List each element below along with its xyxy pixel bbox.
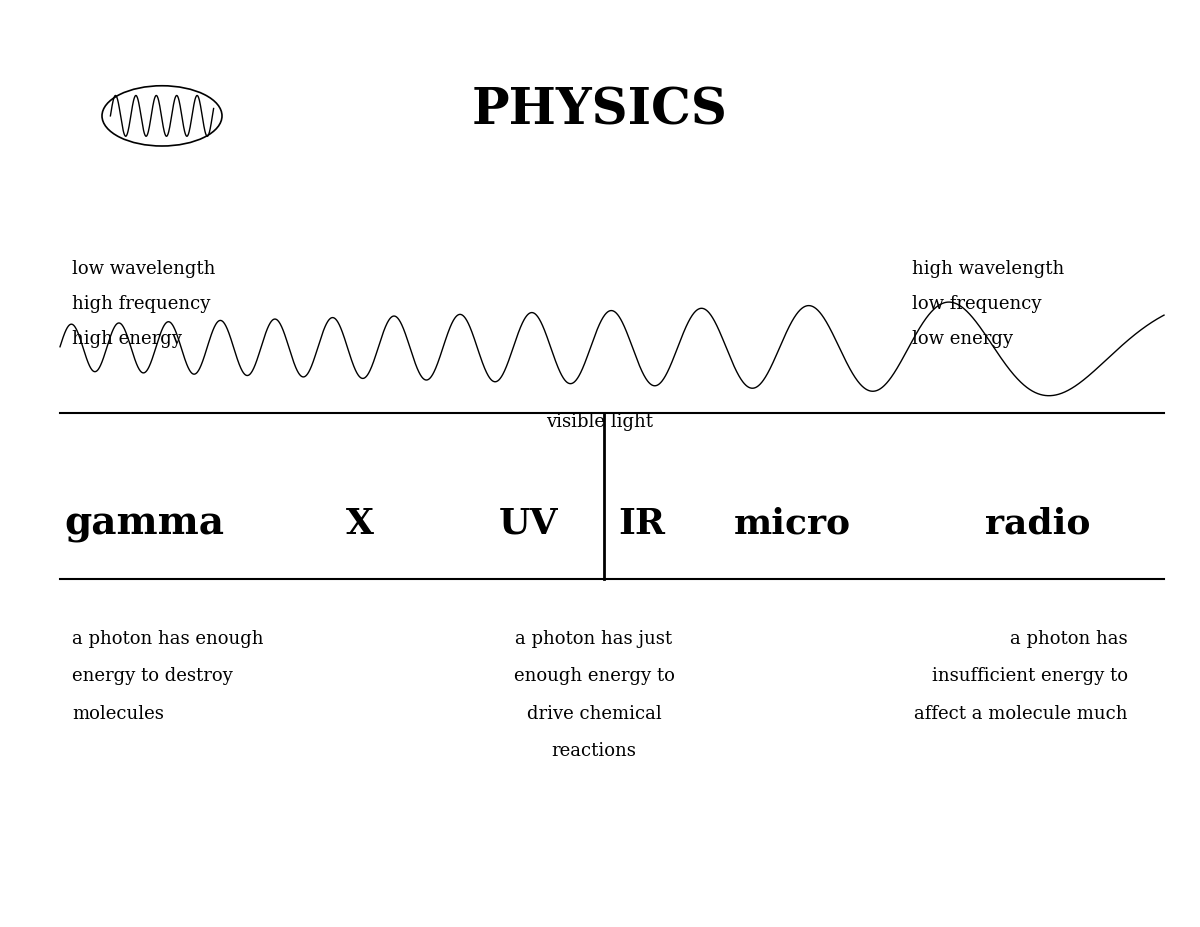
Text: IR: IR [618, 507, 666, 540]
Text: low frequency: low frequency [912, 295, 1042, 312]
Text: UV: UV [498, 507, 558, 540]
Text: low wavelength: low wavelength [72, 260, 215, 277]
Text: radio: radio [985, 507, 1091, 540]
Text: high wavelength: high wavelength [912, 260, 1064, 277]
Text: high energy: high energy [72, 330, 182, 348]
Text: enough energy to: enough energy to [514, 667, 674, 685]
Text: high frequency: high frequency [72, 295, 210, 312]
Text: visible light: visible light [546, 413, 654, 431]
Text: a photon has just: a photon has just [516, 630, 672, 648]
Text: reactions: reactions [552, 742, 636, 759]
Text: molecules: molecules [72, 705, 164, 722]
Text: X: X [346, 507, 374, 540]
Text: energy to destroy: energy to destroy [72, 667, 233, 685]
Text: insufficient energy to: insufficient energy to [932, 667, 1128, 685]
Text: gamma: gamma [64, 505, 224, 542]
Text: a photon has: a photon has [1010, 630, 1128, 648]
Text: low energy: low energy [912, 330, 1013, 348]
Text: drive chemical: drive chemical [527, 705, 661, 722]
Text: affect a molecule much: affect a molecule much [914, 705, 1128, 722]
Text: a photon has enough: a photon has enough [72, 630, 264, 648]
Text: PHYSICS: PHYSICS [472, 87, 728, 135]
Text: micro: micro [733, 507, 851, 540]
